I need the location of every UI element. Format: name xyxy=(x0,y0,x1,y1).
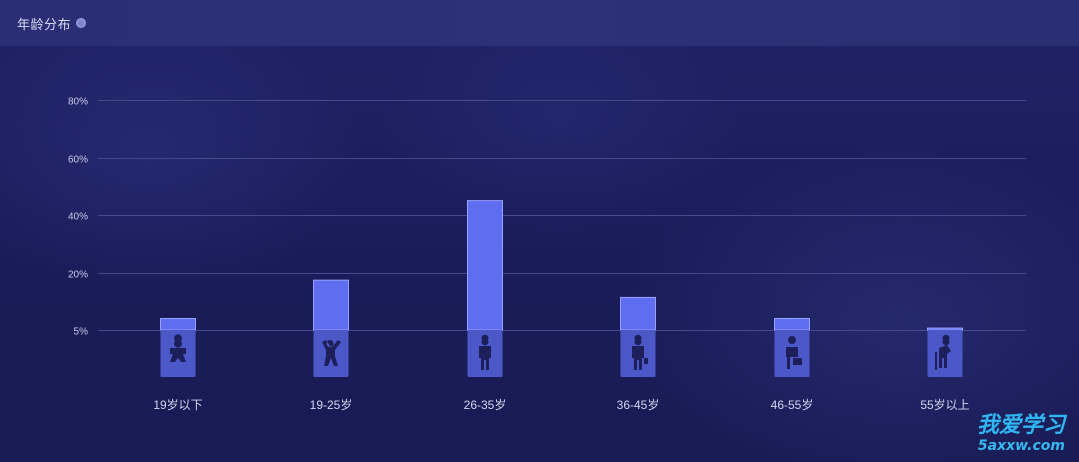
worker-icon xyxy=(786,336,802,369)
bar-group[interactable] xyxy=(313,279,349,377)
bar-group[interactable] xyxy=(620,296,656,377)
x-tick-label: 26-35岁 xyxy=(464,397,507,412)
y-tick-label: 60% xyxy=(68,155,88,166)
panel-header: 年龄分布 xyxy=(0,0,1079,46)
child-icon xyxy=(322,340,341,366)
chart-bars xyxy=(160,200,963,378)
man-icon xyxy=(479,334,491,370)
bar[interactable] xyxy=(927,327,963,331)
chart-grid xyxy=(98,100,1026,331)
watermark-domain: 5axxw.com xyxy=(977,438,1065,454)
y-tick-label: 20% xyxy=(68,270,88,281)
bar[interactable] xyxy=(774,318,810,331)
panel-title: 年龄分布 xyxy=(17,16,72,32)
bar[interactable] xyxy=(620,296,656,331)
bar[interactable] xyxy=(313,279,349,331)
bar-group[interactable] xyxy=(927,327,963,377)
x-tick-label: 19-25岁 xyxy=(310,397,353,412)
x-axis-ticks: 19岁以下 19-25岁 26-35岁 36-45岁 46-55岁 55岁以上 xyxy=(153,397,969,412)
watermark: 我爱学习 5axxw.com xyxy=(976,413,1065,455)
y-tick-label: 5% xyxy=(74,327,89,338)
y-tick-label: 40% xyxy=(68,212,88,223)
x-tick-label: 55岁以上 xyxy=(920,397,969,412)
y-tick-label: 80% xyxy=(68,97,88,108)
bar-group[interactable] xyxy=(774,318,810,378)
bar[interactable] xyxy=(467,200,503,331)
x-tick-label: 46-55岁 xyxy=(771,397,814,412)
bar-group[interactable] xyxy=(467,200,503,377)
baby-icon xyxy=(170,334,186,362)
bar-group[interactable] xyxy=(160,318,196,378)
x-tick-label: 19岁以下 xyxy=(153,397,202,412)
info-icon[interactable] xyxy=(76,18,87,28)
y-axis-ticks: 5% 20% 40% 60% 80% xyxy=(68,97,88,338)
x-tick-label: 36-45岁 xyxy=(617,397,660,412)
businessman-icon xyxy=(632,334,648,370)
watermark-text: 我爱学习 xyxy=(976,413,1065,438)
bar[interactable] xyxy=(160,318,196,331)
elder-icon xyxy=(935,334,951,370)
